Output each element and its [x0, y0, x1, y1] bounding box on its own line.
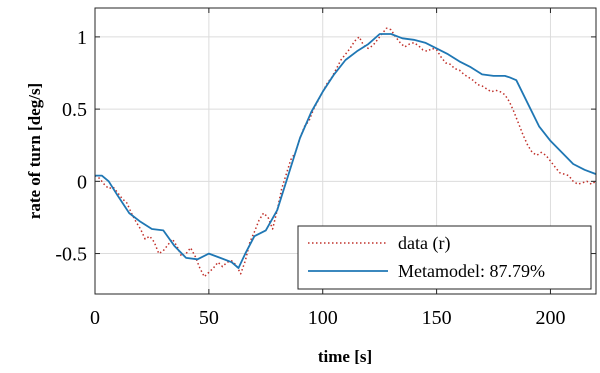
- legend-box: [297, 225, 592, 290]
- y-tick-label: -0.5: [55, 244, 87, 266]
- legend-label-data: data (r): [398, 233, 450, 254]
- plot-frame: [94, 7, 597, 295]
- tick-labels: 0 50 100 150 200 -0.5 0 0.5 1: [55, 27, 565, 329]
- x-tick-label: 150: [422, 307, 452, 329]
- x-tick-label: 200: [535, 307, 565, 329]
- legend: data (r) Metamodel: 87.79%: [297, 225, 592, 290]
- x-tick-label: 100: [308, 307, 338, 329]
- x-axis-label: time [s]: [318, 347, 372, 366]
- x-tick-label: 0: [90, 307, 100, 329]
- y-tick-label: 0: [77, 171, 87, 193]
- series-layer: [94, 27, 597, 278]
- y-tick-label: 0.5: [62, 99, 87, 121]
- y-tick-label: 1: [77, 27, 87, 49]
- series-line-metamodel: [95, 33, 597, 269]
- legend-label-metamodel: Metamodel: 87.79%: [398, 261, 545, 281]
- x-tick-label: 50: [199, 307, 219, 329]
- tick-marks: [94, 8, 596, 294]
- y-axis-label: rate of turn [deg/s]: [25, 83, 44, 219]
